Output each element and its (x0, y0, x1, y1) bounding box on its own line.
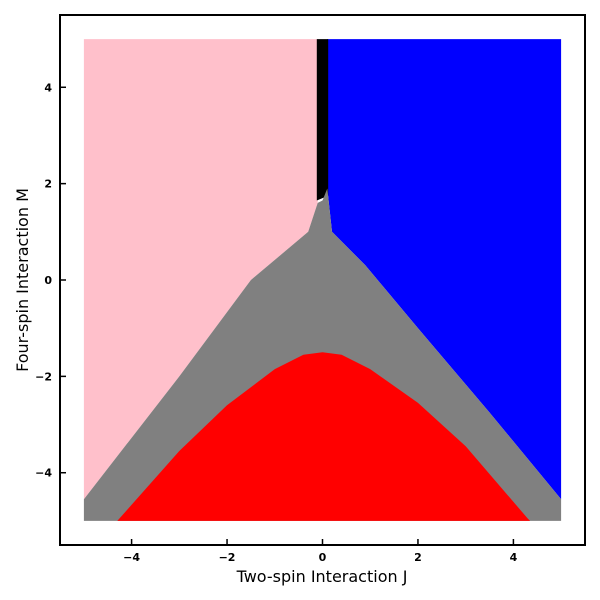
y-axis-label: Four-spin Interaction M (13, 188, 32, 372)
y-tick-label-3: 2 (44, 178, 52, 191)
phase-region-0 (83, 39, 318, 500)
x-tick-label-2: 0 (319, 551, 327, 564)
y-tick-label-4: 4 (44, 81, 52, 94)
x-tick-label-3: 2 (414, 551, 422, 564)
axis-ticks: −4 −2 0 2 4 −4 −2 0 2 4 (35, 81, 517, 564)
phase-region-2 (316, 39, 329, 201)
plot-frame (59, 14, 586, 546)
x-tick-label-4: 4 (510, 551, 518, 564)
x-tick-label-0: −4 (123, 551, 140, 564)
phase-regions (83, 39, 562, 521)
phase-region-4 (117, 352, 531, 521)
x-axis-label: Two-spin Interaction J (236, 567, 408, 586)
x-tick-label-1: −2 (219, 551, 236, 564)
phase-region-1 (327, 39, 562, 500)
y-tick-label-1: −2 (35, 370, 52, 383)
y-tick-label-2: 0 (44, 274, 52, 287)
y-tick-label-0: −4 (35, 467, 52, 480)
